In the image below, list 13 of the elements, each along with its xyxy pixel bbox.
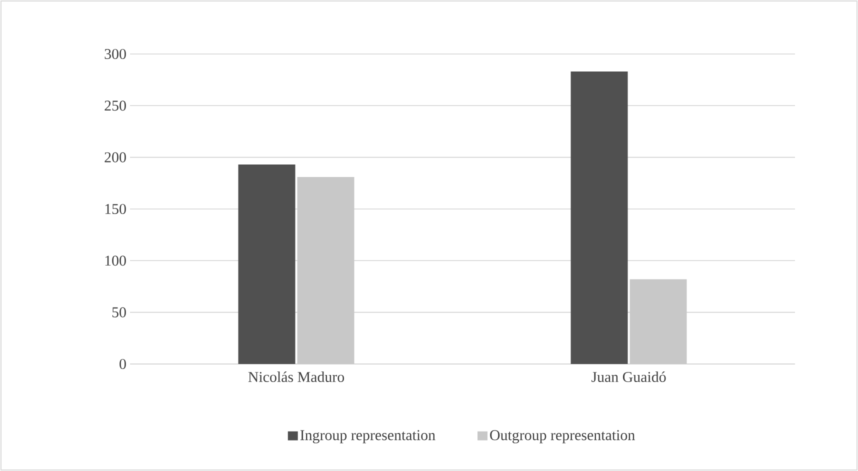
x-tick-label: Juan Guaidó — [592, 371, 666, 382]
y-tick-label: 0 — [120, 358, 126, 370]
y-tick-label: 100 — [105, 256, 126, 266]
x-tick-label: Nicolás Maduro — [248, 371, 344, 382]
y-tick-label: 300 — [104, 48, 126, 60]
bar — [238, 164, 296, 364]
y-tick-label: 250 — [104, 100, 126, 111]
y-tick-label: 150 — [105, 204, 126, 214]
y-tick-label: 200 — [104, 152, 126, 162]
legend-label: Outgroup representation — [490, 430, 635, 444]
legend-label: Ingroup representation — [300, 430, 436, 444]
y-tick-label: 50 — [112, 307, 126, 318]
bar — [570, 72, 628, 364]
